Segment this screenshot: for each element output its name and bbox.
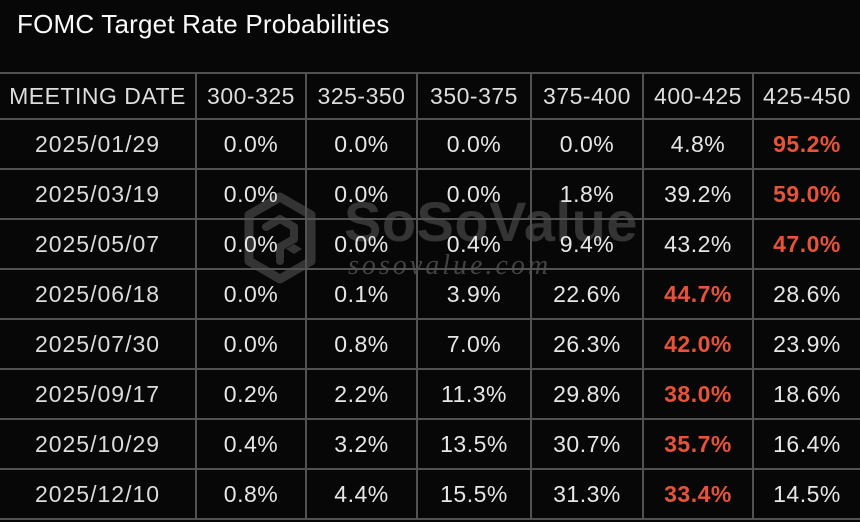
meeting-date-cell: 2025/01/29 xyxy=(0,118,197,170)
probability-cell: 0.0% xyxy=(530,118,644,170)
col-header-range-375-400: 375-400 xyxy=(530,72,644,120)
table-row: 2025/10/29 0.4% 3.2% 13.5% 30.7% 35.7% 16.4% xyxy=(0,418,860,470)
probability-cell-highlighted: 33.4% xyxy=(642,468,754,520)
table-row: 2025/07/30 0.0% 0.8% 7.0% 26.3% 42.0% 23.9% xyxy=(0,318,860,370)
probability-cell: 16.4% xyxy=(752,418,860,470)
col-header-range-325-350: 325-350 xyxy=(305,72,418,120)
probability-cell: 31.3% xyxy=(530,468,644,520)
probability-cell: 0.4% xyxy=(195,418,307,470)
meeting-date-cell: 2025/03/19 xyxy=(0,168,197,220)
probability-cell: 2.2% xyxy=(305,368,418,420)
meeting-date-cell: 2025/07/30 xyxy=(0,318,197,370)
probability-cell: 9.4% xyxy=(530,218,644,270)
probability-cell: 0.0% xyxy=(305,118,418,170)
probability-cell-highlighted: 42.0% xyxy=(642,318,754,370)
probability-cell: 0.0% xyxy=(416,118,532,170)
probability-cell: 11.3% xyxy=(416,368,532,420)
col-header-range-300-325: 300-325 xyxy=(195,72,307,120)
meeting-date-cell: 2025/10/29 xyxy=(0,418,197,470)
probability-cell: 26.3% xyxy=(530,318,644,370)
table-row: 2025/05/07 0.0% 0.0% 0.4% 9.4% 43.2% 47.0% xyxy=(0,218,860,270)
probability-cell: 0.0% xyxy=(305,168,418,220)
probability-cell: 1.8% xyxy=(530,168,644,220)
probability-cell: 30.7% xyxy=(530,418,644,470)
probability-cell: 28.6% xyxy=(752,268,860,320)
probability-cell: 0.0% xyxy=(195,168,307,220)
probability-cell: 4.8% xyxy=(642,118,754,170)
probability-cell-highlighted: 35.7% xyxy=(642,418,754,470)
probability-cell: 0.8% xyxy=(195,468,307,520)
probability-cell: 43.2% xyxy=(642,218,754,270)
col-header-meeting-date: MEETING DATE xyxy=(0,72,197,120)
probability-cell: 0.0% xyxy=(195,118,307,170)
probability-cell: 0.0% xyxy=(195,218,307,270)
table-row: 2025/03/19 0.0% 0.0% 0.0% 1.8% 39.2% 59.0% xyxy=(0,168,860,220)
table-row: 2025/06/18 0.0% 0.1% 3.9% 22.6% 44.7% 28.6% xyxy=(0,268,860,320)
probability-cell: 18.6% xyxy=(752,368,860,420)
col-header-range-350-375: 350-375 xyxy=(416,72,532,120)
table-row: 2025/09/17 0.2% 2.2% 11.3% 29.8% 38.0% 18.6% xyxy=(0,368,860,420)
probability-cell-highlighted: 38.0% xyxy=(642,368,754,420)
probability-cell-highlighted: 95.2% xyxy=(752,118,860,170)
probability-cell: 22.6% xyxy=(530,268,644,320)
probability-cell: 39.2% xyxy=(642,168,754,220)
probability-cell: 0.0% xyxy=(195,268,307,320)
probability-cell-highlighted: 44.7% xyxy=(642,268,754,320)
probability-cell: 0.4% xyxy=(416,218,532,270)
probability-cell: 7.0% xyxy=(416,318,532,370)
probability-cell: 15.5% xyxy=(416,468,532,520)
probability-cell: 0.0% xyxy=(416,168,532,220)
header-row: MEETING DATE 300-325 325-350 350-375 375-400… xyxy=(0,72,860,120)
probability-cell: 0.8% xyxy=(305,318,418,370)
probability-cell: 29.8% xyxy=(530,368,644,420)
probability-cell: 3.9% xyxy=(416,268,532,320)
col-header-range-400-425: 400-425 xyxy=(642,72,754,120)
probability-cell: 14.5% xyxy=(752,468,860,520)
meeting-date-cell: 2025/09/17 xyxy=(0,368,197,420)
rate-probabilities-table: MEETING DATE 300-325 325-350 350-375 375-400… xyxy=(0,72,860,520)
meeting-date-cell: 2025/05/07 xyxy=(0,218,197,270)
probability-cell-highlighted: 59.0% xyxy=(752,168,860,220)
probability-cell: 13.5% xyxy=(416,418,532,470)
page-title: FOMC Target Rate Probabilities xyxy=(17,9,390,39)
table-row: 2025/01/29 0.0% 0.0% 0.0% 0.0% 4.8% 95.2% xyxy=(0,118,860,170)
probability-cell: 0.1% xyxy=(305,268,418,320)
meeting-date-cell: 2025/06/18 xyxy=(0,268,197,320)
table-row: 2025/12/10 0.8% 4.4% 15.5% 31.3% 33.4% 14.5% xyxy=(0,468,860,520)
probability-cell-highlighted: 47.0% xyxy=(752,218,860,270)
meeting-date-cell: 2025/12/10 xyxy=(0,468,197,520)
probability-cell: 4.4% xyxy=(305,468,418,520)
probability-cell: 3.2% xyxy=(305,418,418,470)
col-header-range-425-450: 425-450 xyxy=(752,72,860,120)
probability-cell: 0.2% xyxy=(195,368,307,420)
probability-cell: 0.0% xyxy=(195,318,307,370)
probability-cell: 23.9% xyxy=(752,318,860,370)
probability-cell: 0.0% xyxy=(305,218,418,270)
